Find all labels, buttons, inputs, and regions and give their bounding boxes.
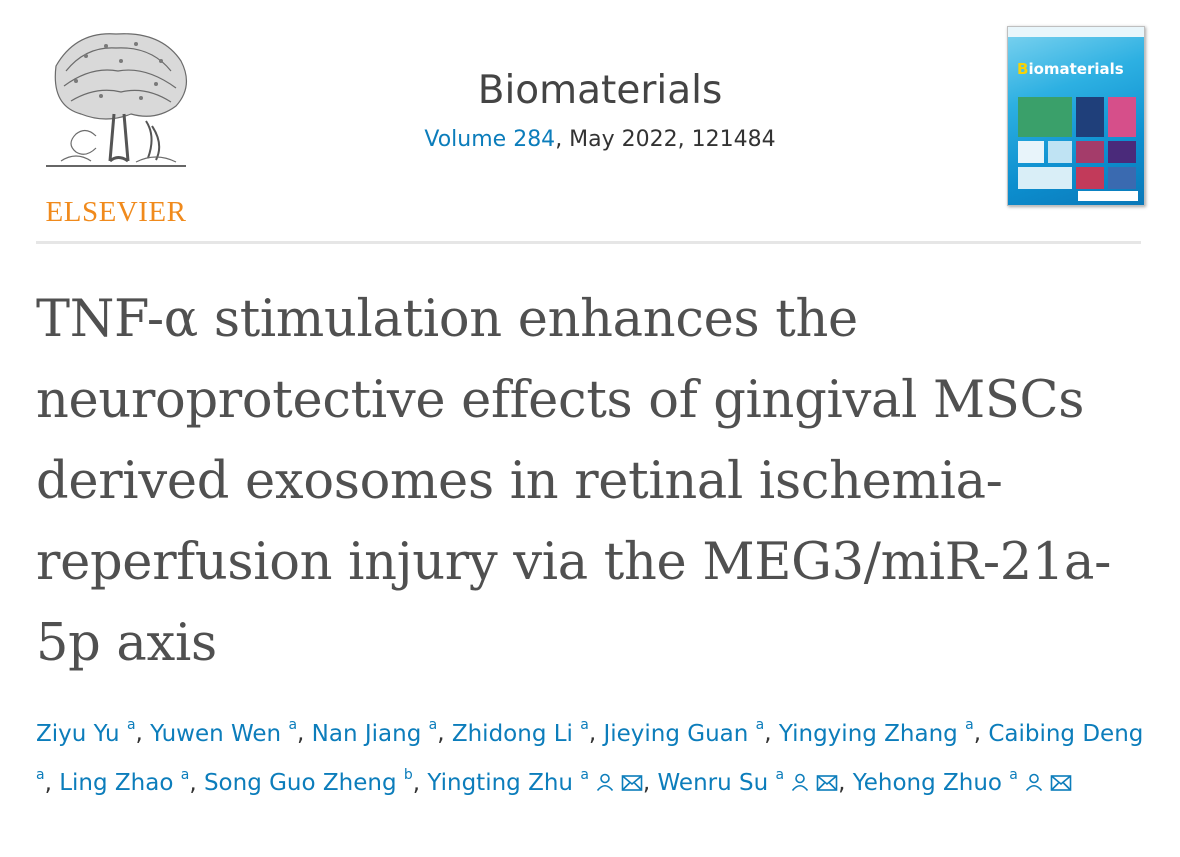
affiliation-marker: a xyxy=(126,717,136,733)
journal-title-link[interactable]: Biomaterials xyxy=(477,68,723,113)
author-entry: Zhidong Li a, xyxy=(451,717,604,747)
person-icon[interactable] xyxy=(1024,763,1044,807)
author-link[interactable]: Caibing Deng a xyxy=(36,720,1144,783)
author-entry: Yuwen Wen a, xyxy=(150,717,312,747)
elsevier-tree-logo-icon xyxy=(46,33,187,167)
issue-date-and-article-number: , May 2022, 121484 xyxy=(555,126,776,152)
mail-icon[interactable] xyxy=(816,763,838,807)
affiliation-marker: a xyxy=(775,766,785,783)
journal-info: Biomaterials Volume 284, May 2022, 12148… xyxy=(300,68,900,153)
cover-footer-logo xyxy=(1078,191,1138,201)
journal-cover-image-icon xyxy=(1018,97,1136,189)
author-link[interactable]: Yingting Zhu a xyxy=(427,766,589,797)
author-link[interactable]: Song Guo Zheng b xyxy=(203,766,413,797)
author-entry: Yehong Zhuo a xyxy=(852,766,1072,797)
author-link[interactable]: Nan Jiang a xyxy=(311,717,438,747)
article-title: TNF-α stimulation enhances the neuroprot… xyxy=(36,290,1112,673)
author-link[interactable]: Yingying Zhang a xyxy=(778,717,974,747)
author-entry: Caibing Deng a, xyxy=(36,720,1144,797)
affiliation-marker: b xyxy=(403,766,413,783)
mail-icon[interactable] xyxy=(621,763,643,807)
elsevier-logo[interactable]: ELSEVIER xyxy=(36,26,196,227)
author-link[interactable]: Wenru Su a xyxy=(657,766,785,797)
affiliation-marker: a xyxy=(288,717,298,733)
affiliation-marker: a xyxy=(428,717,438,733)
author-link[interactable]: Ziyu Yu a xyxy=(36,717,136,747)
author-link[interactable]: Jieying Guan a xyxy=(603,717,765,747)
author-link[interactable]: Yuwen Wen a xyxy=(150,717,298,747)
person-icon[interactable] xyxy=(790,763,810,807)
affiliation-marker: a xyxy=(580,717,589,733)
author-entry: Ling Zhao a, xyxy=(59,766,204,797)
affiliation-marker: a xyxy=(180,766,190,783)
cover-topbar xyxy=(1008,27,1144,37)
author-link[interactable]: Yehong Zhuo a xyxy=(852,766,1018,797)
cover-title: Biomaterials xyxy=(1017,60,1124,78)
affiliation-marker: a xyxy=(36,766,45,783)
affiliation-marker: a xyxy=(1009,766,1018,783)
affiliation-marker: a xyxy=(580,766,589,783)
author-entry: Yingting Zhu a, xyxy=(427,766,657,797)
header-divider xyxy=(36,241,1141,244)
volume-link[interactable]: Volume 284 xyxy=(424,126,556,152)
author-entry: Wenru Su a, xyxy=(657,766,853,797)
author-entry: Song Guo Zheng b, xyxy=(203,766,428,797)
author-link[interactable]: Ling Zhao a xyxy=(59,766,190,797)
affiliation-marker: a xyxy=(965,717,974,733)
journal-meta: Volume 284, May 2022, 121484 xyxy=(300,127,900,153)
author-entry: Yingying Zhang a, xyxy=(778,717,989,747)
author-entry: Nan Jiang a, xyxy=(311,717,452,747)
mail-icon[interactable] xyxy=(1050,763,1072,807)
affiliation-marker: a xyxy=(755,717,765,733)
author-entry: Ziyu Yu a, xyxy=(36,717,151,747)
person-icon[interactable] xyxy=(595,763,615,807)
author-list: Ziyu Yu a, Yuwen Wen a, Nan Jiang a, Zhi… xyxy=(36,706,1146,807)
author-link[interactable]: Zhidong Li a xyxy=(451,717,589,747)
journal-cover[interactable]: Biomaterials xyxy=(1007,26,1145,206)
publisher-name: ELSEVIER xyxy=(45,196,187,228)
author-entry: Jieying Guan a, xyxy=(603,717,779,747)
